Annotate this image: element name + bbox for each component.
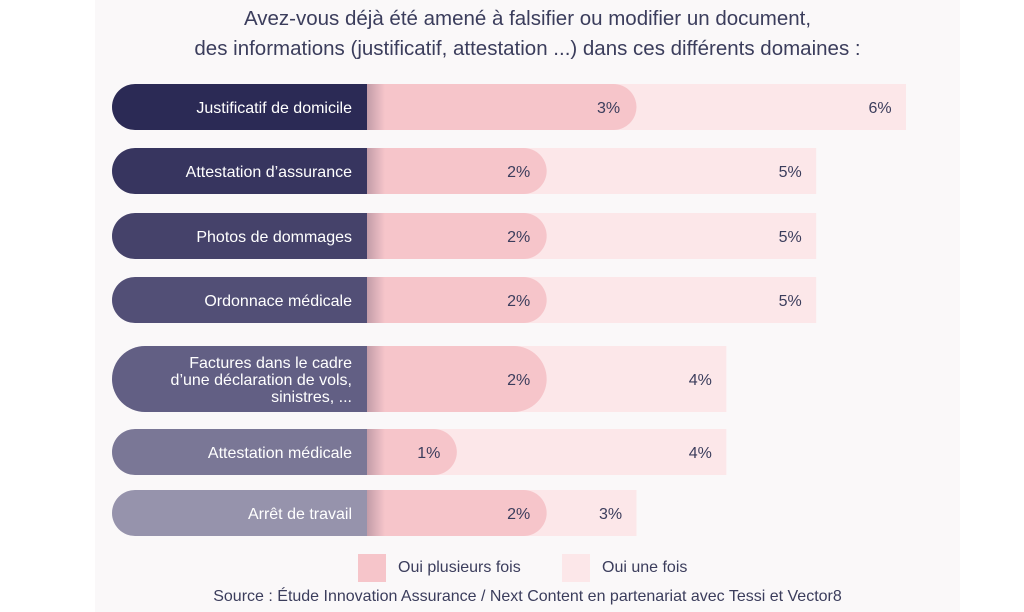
- value-label-oui-une-fois: 4%: [689, 372, 712, 389]
- category-label: d’une déclaration de vols,: [171, 372, 352, 389]
- bar-oui-plusieurs-fois: [367, 213, 547, 259]
- value-label-oui-une-fois: 6%: [868, 100, 891, 117]
- value-label-oui-plusieurs-fois: 1%: [417, 445, 440, 462]
- category-label-pill: [112, 277, 367, 323]
- bar-junction-shade: [367, 213, 385, 259]
- value-label-oui-plusieurs-fois: 2%: [507, 372, 530, 389]
- bar-junction-shade: [367, 148, 385, 194]
- category-label-pill: [112, 148, 367, 194]
- bar-junction-shade: [367, 490, 385, 536]
- value-label-oui-plusieurs-fois: 3%: [597, 100, 620, 117]
- category-label: Photos de dommages: [196, 229, 352, 246]
- chart-title: Avez-vous déjà été amené à falsifier ou …: [95, 4, 960, 64]
- legend-swatch-series-1: [358, 554, 386, 582]
- legend-label-series-1: Oui plusieurs fois: [398, 559, 521, 576]
- value-label-oui-plusieurs-fois: 2%: [507, 229, 530, 246]
- value-label-oui-une-fois: 3%: [599, 506, 622, 523]
- bar-oui-plusieurs-fois: [367, 148, 547, 194]
- category-label: Attestation d’assurance: [186, 164, 352, 181]
- legend-item-series-2: Oui une fois: [562, 554, 687, 582]
- category-label: Attestation médicale: [208, 445, 352, 462]
- category-label-pill: [112, 429, 367, 475]
- bar-junction-shade: [367, 429, 385, 475]
- chart-title-line-1: Avez-vous déjà été amené à falsifier ou …: [243, 7, 812, 30]
- value-label-oui-plusieurs-fois: 2%: [507, 506, 530, 523]
- bar-junction-shade: [367, 84, 385, 130]
- bar-oui-plusieurs-fois: [367, 277, 547, 323]
- chart-source: Source : Étude Innovation Assurance / Ne…: [213, 588, 842, 605]
- bar-junction-shade: [367, 277, 385, 323]
- bar-junction-shade: [367, 346, 385, 412]
- bar-oui-plusieurs-fois: [367, 429, 457, 475]
- value-label-oui-plusieurs-fois: 2%: [507, 164, 530, 181]
- category-label: Justificatif de domicile: [196, 100, 352, 117]
- category-label: sinistres, ...: [271, 389, 352, 406]
- chart-title-line-2: des informations (justificatif, attestat…: [194, 37, 861, 60]
- value-label-oui-plusieurs-fois: 2%: [507, 293, 530, 310]
- category-label-pill: [112, 346, 367, 412]
- value-label-oui-une-fois: 5%: [779, 164, 802, 181]
- category-label: Arrêt de travail: [248, 506, 352, 523]
- value-label-oui-une-fois: 5%: [779, 229, 802, 246]
- bar-oui-plusieurs-fois: [367, 490, 547, 536]
- legend-label-series-2: Oui une fois: [602, 559, 688, 576]
- category-label-pill: [112, 213, 367, 259]
- legend-swatch-series-2: [562, 554, 590, 582]
- bar-oui-plusieurs-fois: [367, 346, 547, 412]
- category-label: Factures dans le cadre: [189, 355, 352, 372]
- category-label-pill: [112, 84, 367, 130]
- bar-oui-plusieurs-fois: [367, 84, 637, 130]
- legend-item-series-1: Oui plusieurs fois: [358, 554, 521, 582]
- category-label-pill: [112, 490, 367, 536]
- value-label-oui-une-fois: 4%: [689, 445, 712, 462]
- value-label-oui-une-fois: 5%: [779, 293, 802, 310]
- category-label: Ordonnace médicale: [204, 293, 352, 310]
